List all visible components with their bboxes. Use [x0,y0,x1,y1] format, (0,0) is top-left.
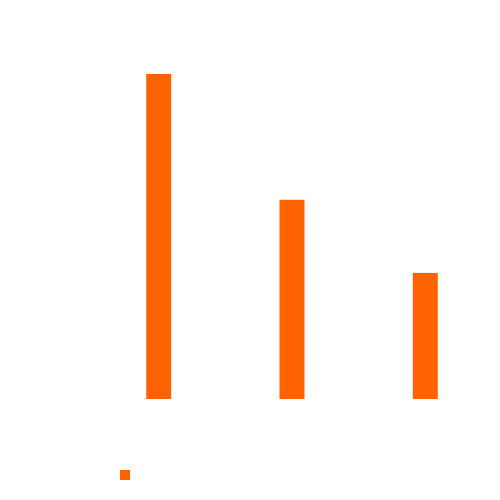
legend-swatch [120,470,130,480]
legend [120,470,130,480]
bar-3 [412,272,438,399]
bar-2 [279,199,305,399]
bars-group [146,74,438,399]
bar-1 [146,74,172,399]
